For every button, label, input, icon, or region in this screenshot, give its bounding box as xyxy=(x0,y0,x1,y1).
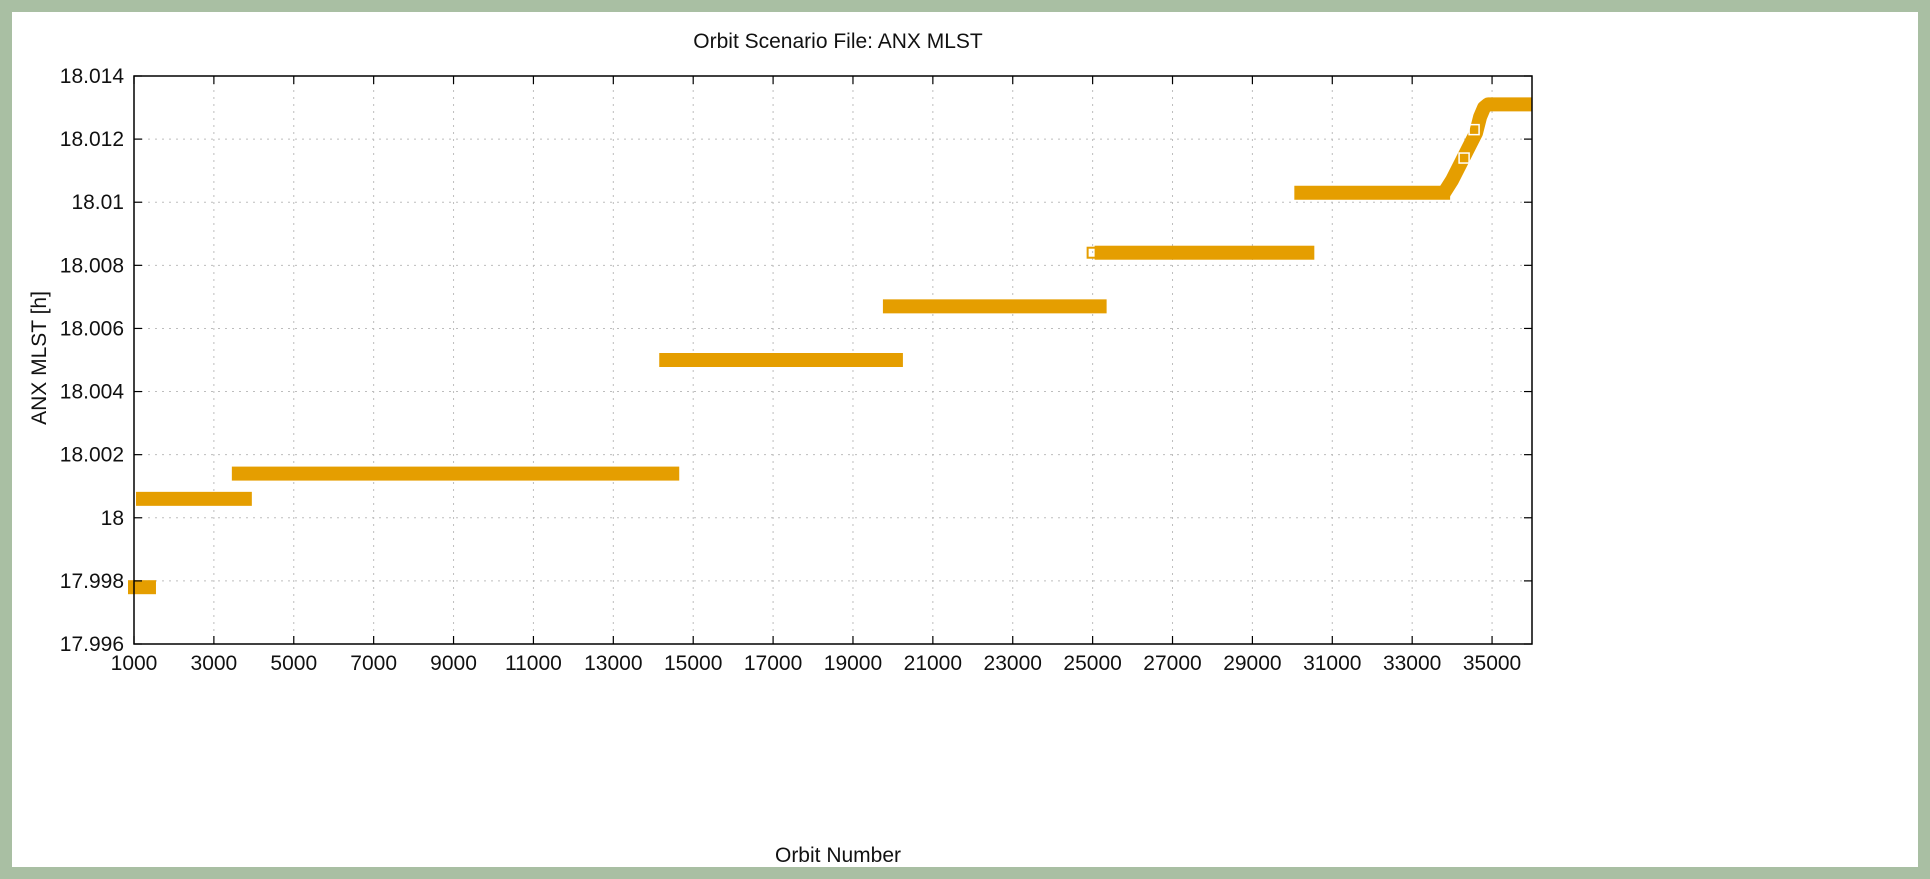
x-tick-label: 35000 xyxy=(1463,652,1521,675)
x-tick-label: 7000 xyxy=(350,652,397,675)
y-tick-label: 18.004 xyxy=(60,381,125,404)
data-curve xyxy=(1438,97,1532,197)
y-tick-label: 18.002 xyxy=(60,444,124,467)
y-tick-label: 18.008 xyxy=(60,254,124,277)
y-tick-label: 17.998 xyxy=(60,570,124,593)
x-axis-title: Orbit Number xyxy=(775,844,901,867)
y-tick-label: 18.014 xyxy=(60,65,125,88)
chart-svg: 1000 3000 5000 7000 9000 11000 13000 15000 17000… xyxy=(28,30,1533,867)
x-tick-label: 17000 xyxy=(744,652,802,675)
data-segment xyxy=(882,299,1107,314)
y-tick-label: 18 xyxy=(101,507,124,530)
x-tick-label: 27000 xyxy=(1143,652,1201,675)
x-tick-label: 9000 xyxy=(430,652,477,675)
data-segment xyxy=(659,353,903,367)
data-segment xyxy=(135,491,252,506)
x-tick-label: 1000 xyxy=(111,652,158,675)
data-segment xyxy=(231,466,680,481)
grid-lines xyxy=(134,76,1532,644)
y-tick-label: 18.012 xyxy=(60,128,124,151)
data-segment xyxy=(1294,185,1451,200)
y-tick-label: 18.006 xyxy=(60,317,124,340)
y-tick-label: 18.01 xyxy=(71,191,124,214)
data-segment xyxy=(1094,245,1315,260)
x-tick-label: 23000 xyxy=(984,652,1042,675)
x-tick-label: 11000 xyxy=(505,652,562,675)
y-tick-label: 17.996 xyxy=(60,633,124,656)
x-tick-label: 29000 xyxy=(1223,652,1281,675)
chart-title: Orbit Scenario File: ANX MLST xyxy=(693,30,983,53)
data-point xyxy=(1458,152,1470,164)
x-tick-label: 13000 xyxy=(584,652,642,675)
x-tick-label: 21000 xyxy=(904,652,962,675)
y-axis-title: ANX MLST [h] xyxy=(28,291,51,425)
data-segment xyxy=(128,580,156,595)
plot-border xyxy=(133,75,1533,645)
x-tick-label: 19000 xyxy=(824,652,882,675)
axis-ticks: 1000 3000 5000 7000 9000 11000 13000 15000 17000… xyxy=(60,65,1532,675)
x-tick-label: 3000 xyxy=(191,652,238,675)
x-tick-label: 25000 xyxy=(1063,652,1121,675)
x-tick-label: 33000 xyxy=(1383,652,1441,675)
data-point xyxy=(1468,123,1480,136)
x-tick-label: 15000 xyxy=(664,652,722,675)
x-tick-label: 5000 xyxy=(270,652,317,675)
data-marks xyxy=(128,97,1532,595)
chart-frame: 1000 3000 5000 7000 9000 11000 13000 15000 17000… xyxy=(12,12,1918,867)
x-tick-label: 31000 xyxy=(1303,652,1361,675)
